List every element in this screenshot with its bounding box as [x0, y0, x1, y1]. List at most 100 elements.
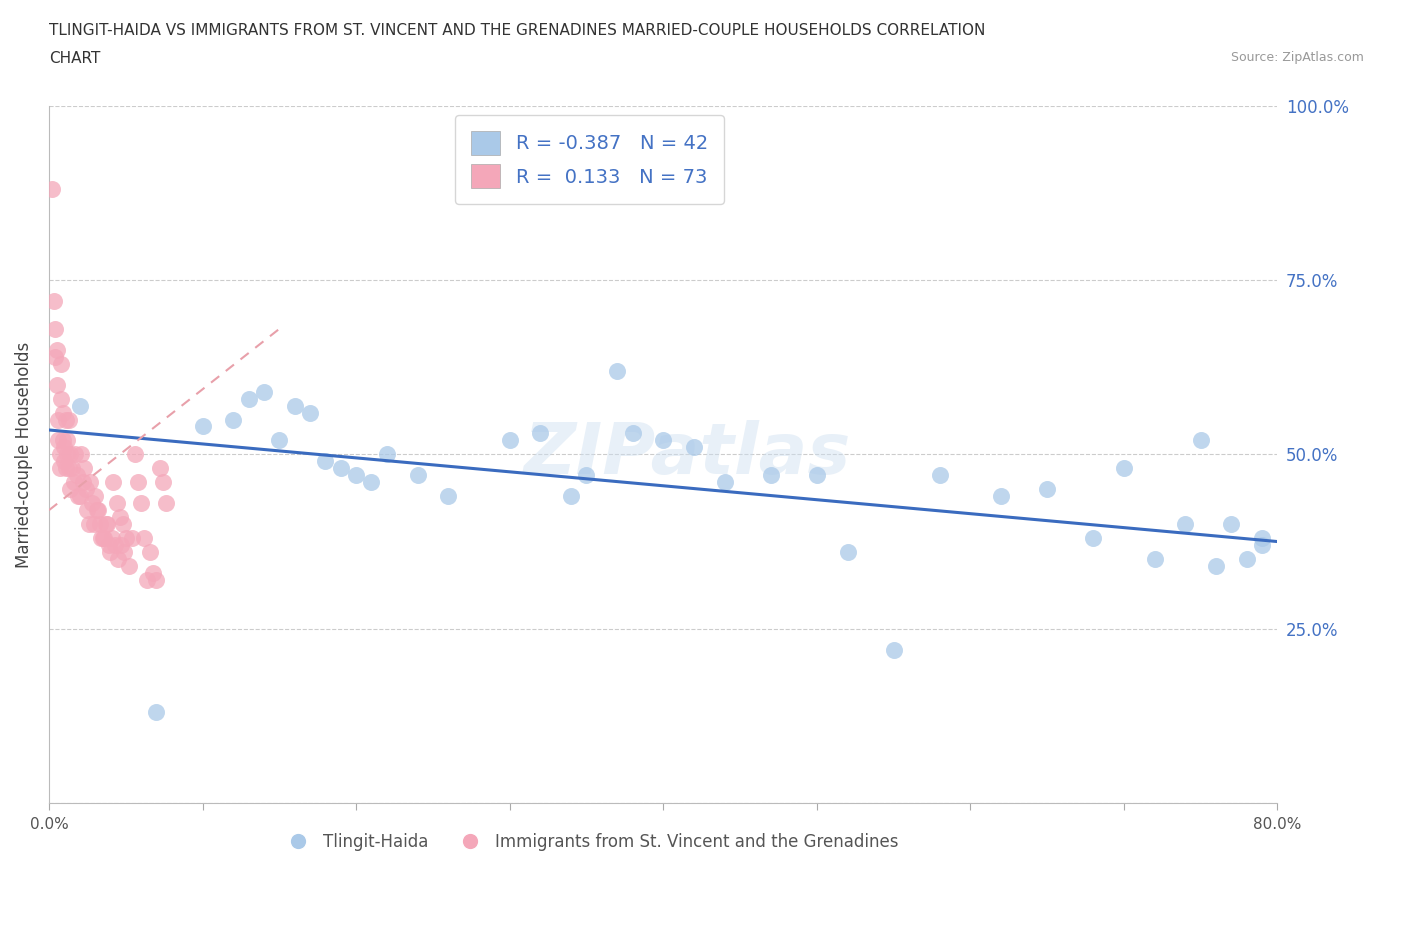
Point: [69, 489, 91, 504]
Point: [114, 531, 136, 546]
Point: [883, 643, 905, 658]
Point: [51, 392, 73, 406]
Point: [48, 461, 70, 476]
Point: [1236, 551, 1258, 566]
Point: [94, 517, 117, 532]
Point: [253, 384, 276, 399]
Point: [1083, 531, 1105, 546]
Point: [45, 378, 67, 392]
Point: [72, 475, 94, 490]
Point: [103, 475, 125, 490]
Point: [75, 482, 97, 497]
Point: [406, 468, 429, 483]
Point: [329, 461, 352, 476]
Point: [84, 489, 107, 504]
Point: [53, 454, 76, 469]
Point: [560, 489, 582, 504]
Point: [48, 447, 70, 462]
Point: [1251, 531, 1274, 546]
Point: [142, 565, 165, 580]
Point: [990, 489, 1012, 504]
Point: [1036, 482, 1059, 497]
Point: [124, 447, 146, 462]
Legend: Tlingit-Haida, Immigrants from St. Vincent and the Grenadines: Tlingit-Haida, Immigrants from St. Vince…: [274, 826, 905, 857]
Point: [155, 496, 177, 511]
Point: [145, 705, 167, 720]
Point: [56, 447, 79, 462]
Point: [1220, 517, 1243, 532]
Point: [1112, 461, 1135, 476]
Point: [129, 496, 152, 511]
Point: [63, 447, 86, 462]
Point: [139, 545, 162, 560]
Point: [100, 545, 122, 560]
Point: [111, 517, 134, 532]
Point: [41, 182, 63, 197]
Point: [191, 419, 214, 434]
Point: [44, 322, 66, 337]
Point: [606, 364, 628, 379]
Point: [107, 551, 129, 566]
Point: [498, 433, 520, 448]
Point: [70, 447, 93, 462]
Point: [238, 392, 260, 406]
Point: [80, 496, 103, 511]
Point: [108, 510, 131, 525]
Point: [121, 531, 143, 546]
Point: [145, 573, 167, 588]
Point: [51, 356, 73, 371]
Point: [89, 517, 111, 532]
Point: [46, 412, 69, 427]
Point: [1174, 517, 1197, 532]
Point: [56, 433, 79, 448]
Point: [683, 440, 706, 455]
Point: [52, 433, 75, 448]
Point: [42, 294, 65, 309]
Point: [58, 461, 80, 476]
Point: [1143, 551, 1166, 566]
Point: [62, 475, 84, 490]
Point: [575, 468, 598, 483]
Point: [97, 538, 120, 552]
Point: [101, 531, 124, 546]
Point: [96, 517, 118, 532]
Point: [652, 433, 675, 448]
Point: [284, 398, 307, 413]
Point: [437, 489, 460, 504]
Point: [1205, 559, 1227, 574]
Point: [1189, 433, 1212, 448]
Text: Source: ZipAtlas.com: Source: ZipAtlas.com: [1230, 51, 1364, 64]
Point: [65, 468, 87, 483]
Point: [55, 461, 77, 476]
Point: [77, 517, 100, 532]
Point: [222, 412, 245, 427]
Point: [91, 531, 114, 546]
Point: [90, 531, 112, 546]
Point: [69, 398, 91, 413]
Point: [52, 405, 75, 420]
Point: [621, 426, 644, 441]
Point: [344, 468, 367, 483]
Point: [112, 545, 135, 560]
Point: [44, 350, 66, 365]
Point: [105, 496, 128, 511]
Point: [110, 538, 132, 552]
Point: [59, 482, 82, 497]
Text: ZIPatlas: ZIPatlas: [524, 419, 852, 489]
Point: [299, 405, 322, 420]
Point: [713, 475, 735, 490]
Point: [87, 503, 110, 518]
Point: [269, 433, 291, 448]
Y-axis label: Married-couple Households: Married-couple Households: [15, 341, 32, 567]
Point: [67, 489, 90, 504]
Point: [375, 447, 398, 462]
Point: [152, 475, 174, 490]
Point: [79, 475, 101, 490]
Point: [83, 517, 105, 532]
Point: [55, 412, 77, 427]
Point: [60, 461, 83, 476]
Text: TLINGIT-HAIDA VS IMMIGRANTS FROM ST. VINCENT AND THE GRENADINES MARRIED-COUPLE H: TLINGIT-HAIDA VS IMMIGRANTS FROM ST. VIN…: [49, 23, 986, 38]
Point: [360, 475, 382, 490]
Point: [1251, 538, 1274, 552]
Point: [73, 461, 96, 476]
